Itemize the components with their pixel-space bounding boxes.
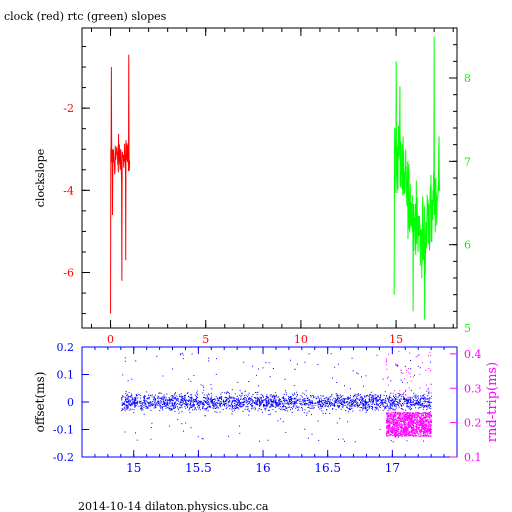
upper-series bbox=[110, 36, 441, 320]
lower-y-left-tick-label: 0.1 bbox=[57, 369, 75, 382]
upper-y-axis-label: clockslope bbox=[34, 149, 47, 207]
lower-x-tick-label: 15 bbox=[126, 461, 141, 475]
lower-panel: 15 15.5 16 16.5 17 0.2 0.1 0 -0.1 -0.2 0.4 0.3 0.2 0.… bbox=[33, 341, 500, 475]
upper-axes: 0 5 10 15 -2 -4 -6 5 6 7 8 bbox=[63, 27, 471, 346]
lower-y-left-tick-label: -0.2 bbox=[53, 451, 74, 464]
upper-y-right-tick-label: 6 bbox=[464, 239, 471, 252]
lower-x-tick-label: 17 bbox=[385, 461, 400, 475]
rndtrip-series bbox=[385, 350, 433, 437]
lower-x-tick-label: 15.5 bbox=[185, 461, 212, 475]
lower-series bbox=[121, 350, 433, 443]
upper-y-right-tick-label: 5 bbox=[464, 322, 471, 335]
lower-y-left-tick-label: 0 bbox=[67, 396, 74, 409]
lower-y-left-tick-label: 0.2 bbox=[57, 341, 75, 354]
upper-panel: 0 5 10 15 -2 -4 -6 5 6 7 8 clockslope bbox=[34, 27, 471, 346]
lower-y-axis-label: offset(ms) bbox=[33, 372, 47, 433]
footer-caption: 2014-10-14 dilaton.physics.ubc.ca bbox=[78, 500, 269, 512]
upper-y-right-tick-label: 7 bbox=[464, 155, 471, 168]
upper-x-tick-label: 10 bbox=[294, 333, 308, 346]
upper-y-left-tick-label: -2 bbox=[63, 102, 74, 115]
lower-y-right-tick-label: 0.4 bbox=[464, 348, 482, 361]
offset-series bbox=[121, 352, 433, 443]
upper-y-left-tick-label: -6 bbox=[63, 267, 74, 280]
rtc-series bbox=[393, 36, 441, 320]
clock-series bbox=[110, 54, 131, 314]
lower-y-right-tick-label: 0.2 bbox=[464, 417, 482, 430]
lower-y-right-tick-label: 0.1 bbox=[464, 451, 482, 464]
lower-x-tick-label: 16 bbox=[255, 461, 270, 475]
lower-y-right-tick-label: 0.3 bbox=[464, 382, 482, 395]
lower-y-left-tick-label: -0.1 bbox=[53, 424, 74, 437]
upper-y-right-tick-label: 8 bbox=[464, 72, 471, 85]
upper-x-tick-label: 0 bbox=[107, 333, 114, 346]
upper-y-left-tick-label: -4 bbox=[63, 184, 74, 197]
upper-x-tick-label: 5 bbox=[202, 333, 209, 346]
lower-axes: 15 15.5 16 16.5 17 0.2 0.1 0 -0.1 -0.2 0.4 0.3 0.2 0.… bbox=[53, 341, 482, 475]
chart-title: clock (red) rtc (green) slopes bbox=[4, 10, 167, 23]
lower-y2-axis-label: rnd-trip(ms) bbox=[485, 362, 500, 442]
lower-x-tick-label: 16.5 bbox=[314, 461, 341, 475]
upper-x-tick-label: 15 bbox=[389, 333, 403, 346]
